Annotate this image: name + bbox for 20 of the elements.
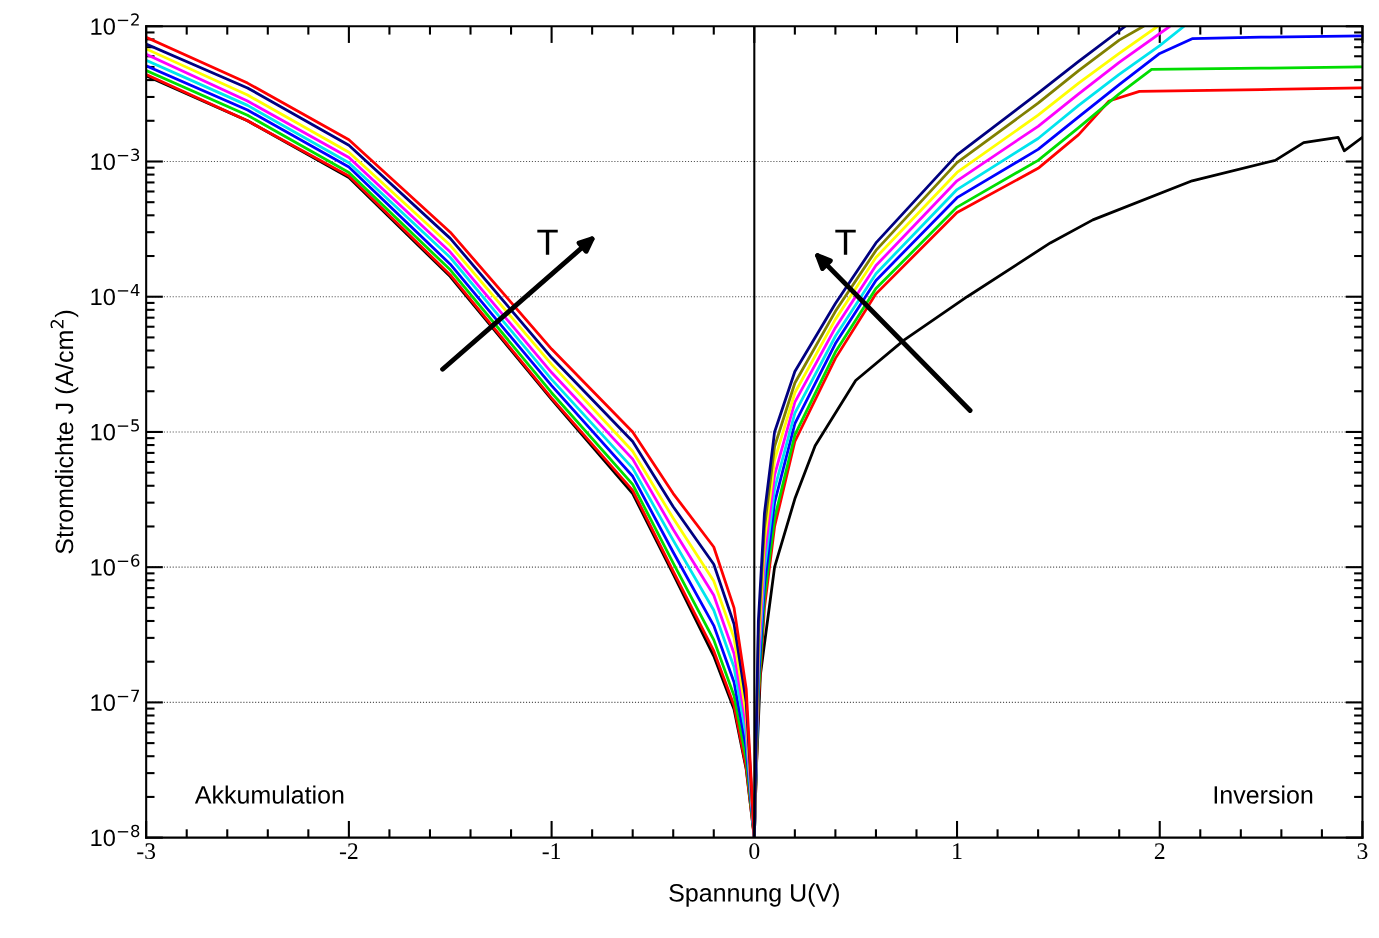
y-tick-label: 10$^{−5}$	[91, 419, 140, 441]
x-tick-label: 1	[953, 843, 962, 859]
y-axis-title: Stromdichte J (A/cm$^{2}$)	[50, 310, 79, 554]
y-tick-label: 10$^{−8}$	[91, 824, 140, 847]
y-tick-label: 10$^{−4}$	[91, 284, 140, 306]
x-tick-label: 0	[749, 843, 760, 860]
annotation: T	[537, 229, 558, 255]
annotation: T	[835, 229, 856, 255]
x-tick-label: -1	[542, 843, 561, 859]
x-tick-label: 2	[1154, 843, 1165, 859]
y-tick-label: 10$^{−7}$	[91, 689, 140, 712]
y-tick-label: 10$^{−6}$	[91, 554, 140, 576]
y-tick-label: 10$^{−2}$	[91, 13, 139, 35]
x-tick-label: -2	[339, 843, 358, 859]
annotation: Inversion	[1214, 785, 1313, 804]
x-axis-title: Spannung U(V)	[669, 883, 839, 907]
x-tick-label: 3	[1357, 843, 1368, 860]
y-tick-label: 10$^{−3}$	[91, 148, 140, 171]
x-tick-label: -3	[137, 843, 156, 860]
annotation: Akkumulation	[194, 785, 344, 804]
